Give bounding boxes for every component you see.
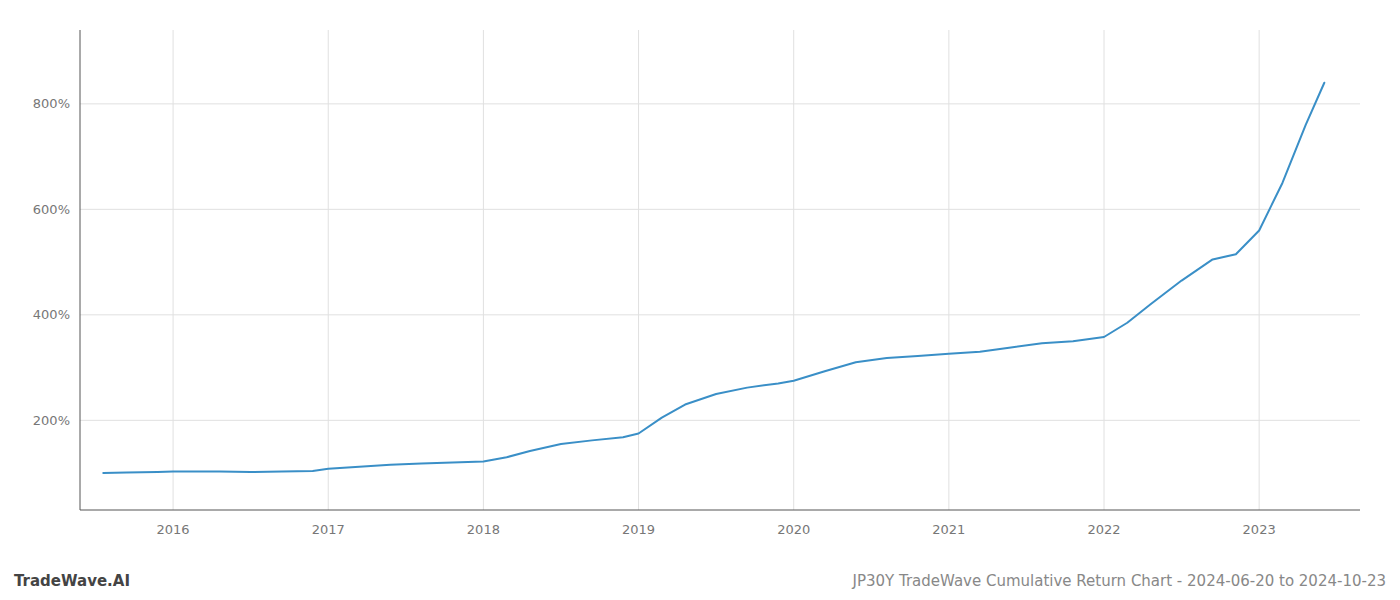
- footer-title: TradeWave.AI: [14, 572, 130, 590]
- y-axis-line: [80, 30, 81, 510]
- y-grid-line: [80, 314, 1360, 315]
- plot-data: [103, 83, 1324, 473]
- x-tick-label: 2020: [777, 522, 810, 537]
- x-grid-line: [948, 30, 949, 510]
- y-grid-line: [80, 420, 1360, 421]
- x-grid-line: [173, 30, 174, 510]
- cumulative-return-line: [103, 83, 1324, 473]
- x-grid-line: [328, 30, 329, 510]
- x-grid-line: [793, 30, 794, 510]
- y-tick-label: 400%: [33, 307, 70, 322]
- x-grid-line: [638, 30, 639, 510]
- y-grid-line: [80, 209, 1360, 210]
- y-tick-label: 800%: [33, 96, 70, 111]
- x-tick-label: 2021: [932, 522, 965, 537]
- x-grid-line: [1104, 30, 1105, 510]
- x-grid-line: [483, 30, 484, 510]
- x-tick-label: 2022: [1087, 522, 1120, 537]
- y-grid-line: [80, 103, 1360, 104]
- x-tick-label: 2017: [312, 522, 345, 537]
- chart: 2016 2017 2018 2019 2020 2021 2022 2023 200% 400%…: [0, 0, 1400, 600]
- x-axis-line: [80, 510, 1360, 511]
- x-tick-label: 2023: [1243, 522, 1276, 537]
- grid: [80, 30, 1360, 510]
- x-tick-label: 2018: [467, 522, 500, 537]
- x-grid-line: [1259, 30, 1260, 510]
- x-tick-label: 2016: [157, 522, 190, 537]
- footer-subtitle: JP30Y TradeWave Cumulative Return Chart …: [851, 572, 1386, 590]
- y-tick-label: 200%: [33, 413, 70, 428]
- axes: 2016 2017 2018 2019 2020 2021 2022 2023 200% 400%…: [33, 30, 1360, 537]
- y-tick-label: 600%: [33, 202, 70, 217]
- x-tick-label: 2019: [622, 522, 655, 537]
